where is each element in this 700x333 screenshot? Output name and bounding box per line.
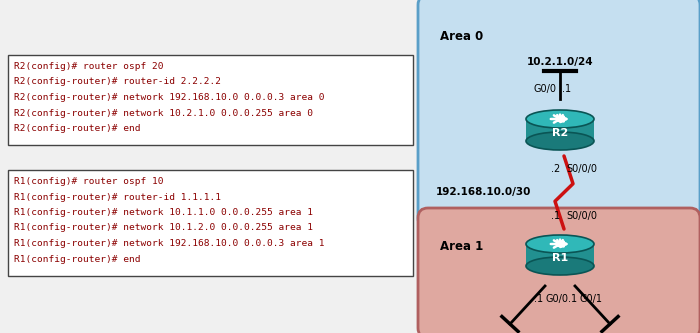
Text: R1: R1 — [552, 253, 568, 263]
FancyBboxPatch shape — [8, 170, 413, 276]
Text: R2(config-router)# network 192.168.10.0 0.0.0.3 area 0: R2(config-router)# network 192.168.10.0 … — [14, 93, 325, 102]
Text: G0/0: G0/0 — [545, 294, 568, 304]
Text: R2: R2 — [552, 128, 568, 138]
Text: .1: .1 — [562, 84, 571, 94]
Text: S0/0/0: S0/0/0 — [566, 211, 597, 221]
FancyBboxPatch shape — [418, 0, 700, 228]
FancyBboxPatch shape — [418, 208, 700, 333]
Text: R2(config)# router ospf 20: R2(config)# router ospf 20 — [14, 62, 164, 71]
Text: R1(config-router)# network 10.1.1.0 0.0.0.255 area 1: R1(config-router)# network 10.1.1.0 0.0.… — [14, 208, 313, 217]
Ellipse shape — [526, 257, 594, 275]
Ellipse shape — [526, 235, 594, 253]
Text: 10.2.1.0/24: 10.2.1.0/24 — [526, 57, 594, 67]
Text: 192.168.10.0/30: 192.168.10.0/30 — [436, 187, 531, 197]
Text: R1(config-router)# end: R1(config-router)# end — [14, 254, 141, 263]
Text: Area 0: Area 0 — [440, 30, 483, 43]
Ellipse shape — [526, 132, 594, 150]
Text: R2(config-router)# router-id 2.2.2.2: R2(config-router)# router-id 2.2.2.2 — [14, 78, 221, 87]
Text: .1: .1 — [568, 294, 577, 304]
Text: .1: .1 — [551, 211, 560, 221]
FancyBboxPatch shape — [526, 244, 594, 266]
Text: R1(config)# router ospf 10: R1(config)# router ospf 10 — [14, 177, 164, 186]
Text: R1(config-router)# network 10.1.2.0 0.0.0.255 area 1: R1(config-router)# network 10.1.2.0 0.0.… — [14, 223, 313, 232]
Text: R2(config-router)# end: R2(config-router)# end — [14, 124, 141, 133]
Text: S0/0/0: S0/0/0 — [566, 164, 597, 174]
Ellipse shape — [526, 110, 594, 128]
FancyBboxPatch shape — [8, 55, 413, 145]
FancyBboxPatch shape — [526, 119, 594, 141]
Text: R1(config-router)# network 192.168.10.0 0.0.0.3 area 1: R1(config-router)# network 192.168.10.0 … — [14, 239, 325, 248]
Text: .2: .2 — [551, 164, 560, 174]
Text: G0/0: G0/0 — [533, 84, 556, 94]
Text: Area 1: Area 1 — [440, 240, 483, 253]
Text: R2(config-router)# network 10.2.1.0 0.0.0.255 area 0: R2(config-router)# network 10.2.1.0 0.0.… — [14, 109, 313, 118]
Text: R1(config-router)# router-id 1.1.1.1: R1(config-router)# router-id 1.1.1.1 — [14, 192, 221, 201]
Text: .1: .1 — [534, 294, 543, 304]
Text: G0/1: G0/1 — [579, 294, 602, 304]
